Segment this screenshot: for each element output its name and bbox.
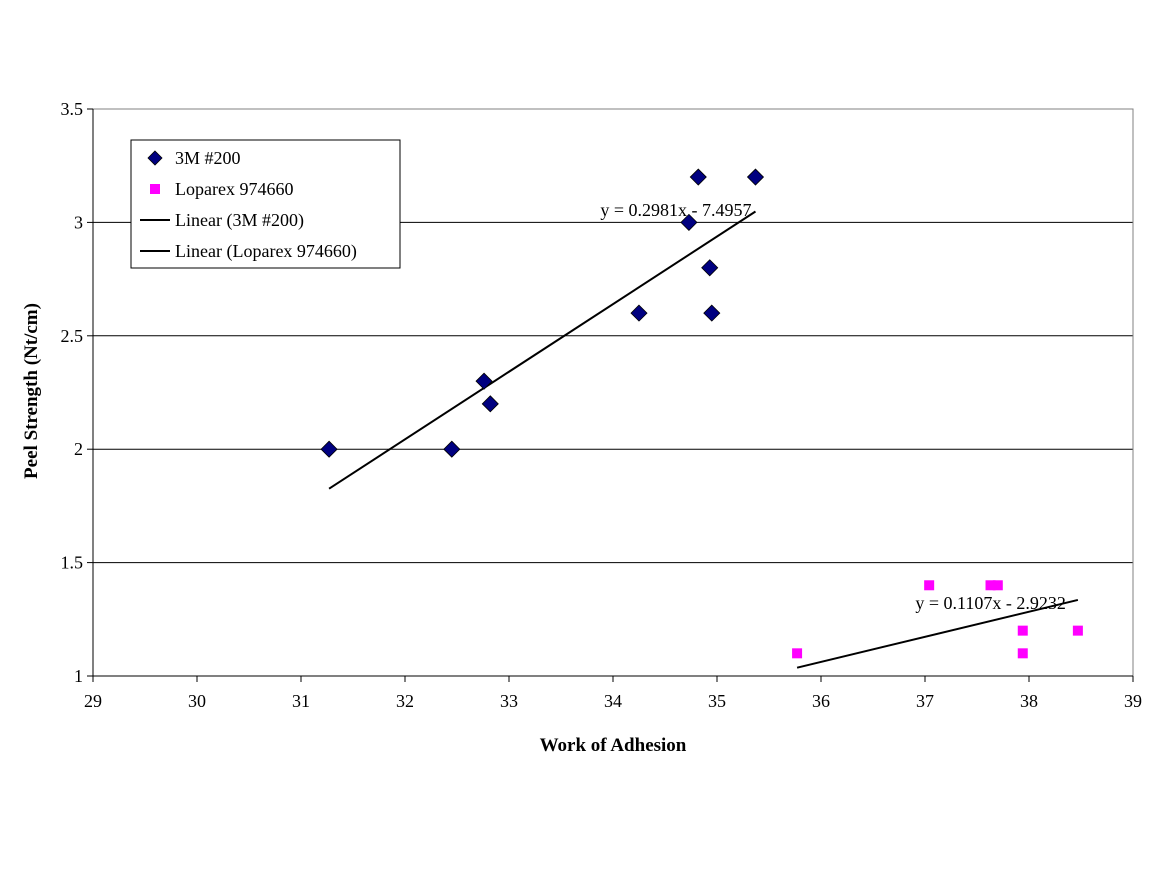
legend-label-4: Linear (Loparex 974660) bbox=[175, 241, 357, 262]
axes: 1 1.5 2 2.5 3 3.5 29 30 31 32 33 34 35 36 37 38 39 bbox=[61, 99, 1143, 711]
y-tick-label: 1 bbox=[74, 666, 83, 686]
legend-marker-1 bbox=[147, 150, 163, 166]
x-tick-label: 36 bbox=[812, 691, 830, 711]
y-tick-label: 3.5 bbox=[61, 99, 84, 119]
legend: 3M #200 Loparex 974660 Linear (3M #200) Lin… bbox=[130, 139, 401, 269]
y-tick-label: 1.5 bbox=[61, 553, 84, 573]
point-series1-7 bbox=[689, 168, 707, 186]
x-tick-label: 39 bbox=[1124, 691, 1142, 711]
y-axis-title: Peel Strength (Nt/cm) bbox=[21, 303, 42, 479]
x-tick-label: 30 bbox=[188, 691, 206, 711]
x-tick-label: 34 bbox=[604, 691, 622, 711]
legend-label-1: 3M #200 bbox=[175, 148, 241, 168]
x-axis-title: Work of Adhesion bbox=[540, 735, 687, 756]
y-tick-label: 2 bbox=[74, 439, 83, 459]
point-series1-6 bbox=[680, 213, 698, 231]
x-tick-label: 32 bbox=[396, 691, 414, 711]
point-series1-5 bbox=[630, 304, 648, 322]
point-series2-4 bbox=[992, 580, 1003, 591]
x-tick-label: 33 bbox=[500, 691, 518, 711]
point-series2-3 bbox=[985, 580, 996, 591]
trendline-equations: y = 0.2981x - 7.4957 y = 0.1107x - 2.9232 bbox=[600, 200, 1066, 613]
data-points bbox=[320, 168, 1083, 659]
point-series1-1 bbox=[320, 440, 338, 458]
trendlines bbox=[328, 210, 1079, 669]
legend-box bbox=[130, 139, 401, 269]
point-series1-3 bbox=[475, 372, 493, 390]
x-tick-label: 29 bbox=[84, 691, 102, 711]
point-series1-8 bbox=[701, 259, 719, 277]
y-tick-label: 2.5 bbox=[61, 326, 84, 346]
x-tick-label: 31 bbox=[292, 691, 310, 711]
legend-label-2: Loparex 974660 bbox=[175, 179, 293, 199]
y-tick-label: 3 bbox=[74, 212, 83, 232]
trendline-equation-1: y = 0.2981x - 7.4957 bbox=[600, 200, 751, 220]
x-tick-label: 35 bbox=[708, 691, 726, 711]
legend-marker-2 bbox=[150, 184, 160, 194]
x-tick-label: 38 bbox=[1020, 691, 1038, 711]
point-series2-6 bbox=[1017, 648, 1028, 659]
point-series2-2 bbox=[924, 580, 935, 591]
point-series1-9 bbox=[703, 304, 721, 322]
trendline-2 bbox=[796, 598, 1079, 669]
point-series2-7 bbox=[1072, 625, 1083, 636]
x-tick-label: 37 bbox=[916, 691, 934, 711]
point-series1-4 bbox=[481, 395, 499, 413]
trendline-1 bbox=[328, 210, 757, 490]
point-series1-2 bbox=[443, 440, 461, 458]
legend-label-3: Linear (3M #200) bbox=[175, 210, 304, 231]
point-series2-5 bbox=[1017, 625, 1028, 636]
point-series2-1 bbox=[792, 648, 803, 659]
trendline-equation-2: y = 0.1107x - 2.9232 bbox=[915, 593, 1065, 613]
point-series1-10 bbox=[746, 168, 765, 186]
